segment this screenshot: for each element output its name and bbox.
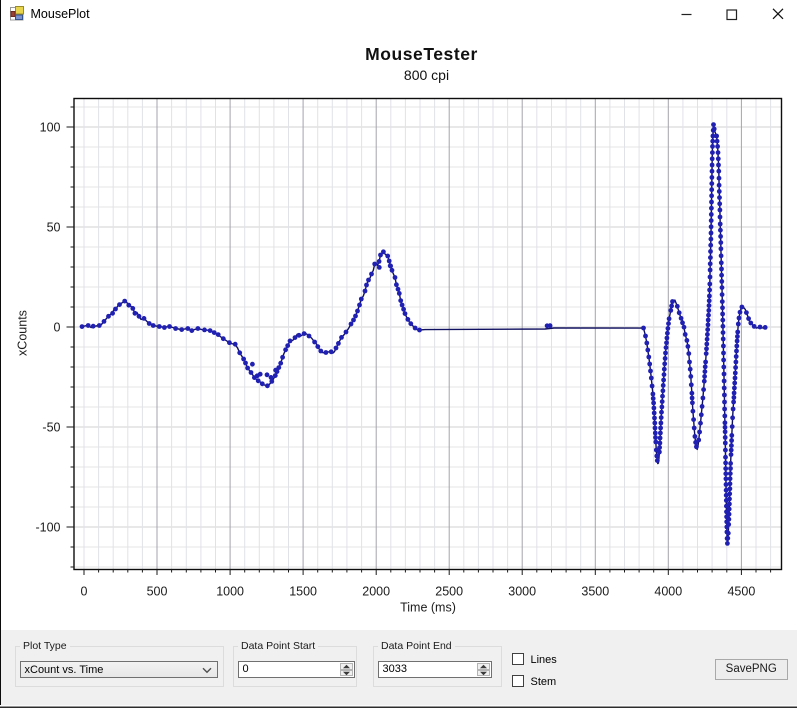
- svg-text:3500: 3500: [581, 585, 609, 599]
- svg-text:4500: 4500: [727, 585, 755, 599]
- svg-text:xCounts: xCounts: [16, 310, 30, 356]
- svg-text:-100: -100: [35, 521, 60, 535]
- svg-text:2000: 2000: [362, 585, 390, 599]
- svg-text:50: 50: [47, 221, 61, 235]
- svg-text:0: 0: [81, 585, 88, 599]
- svg-text:100: 100: [40, 121, 61, 135]
- svg-text:2500: 2500: [435, 585, 463, 599]
- svg-text:4000: 4000: [654, 585, 682, 599]
- svg-text:0: 0: [54, 321, 61, 335]
- svg-text:1000: 1000: [216, 585, 244, 599]
- svg-text:3000: 3000: [508, 585, 536, 599]
- svg-text:-50: -50: [42, 421, 60, 435]
- svg-text:1500: 1500: [289, 585, 317, 599]
- svg-text:Time (ms): Time (ms): [400, 601, 456, 615]
- svg-text:500: 500: [147, 585, 168, 599]
